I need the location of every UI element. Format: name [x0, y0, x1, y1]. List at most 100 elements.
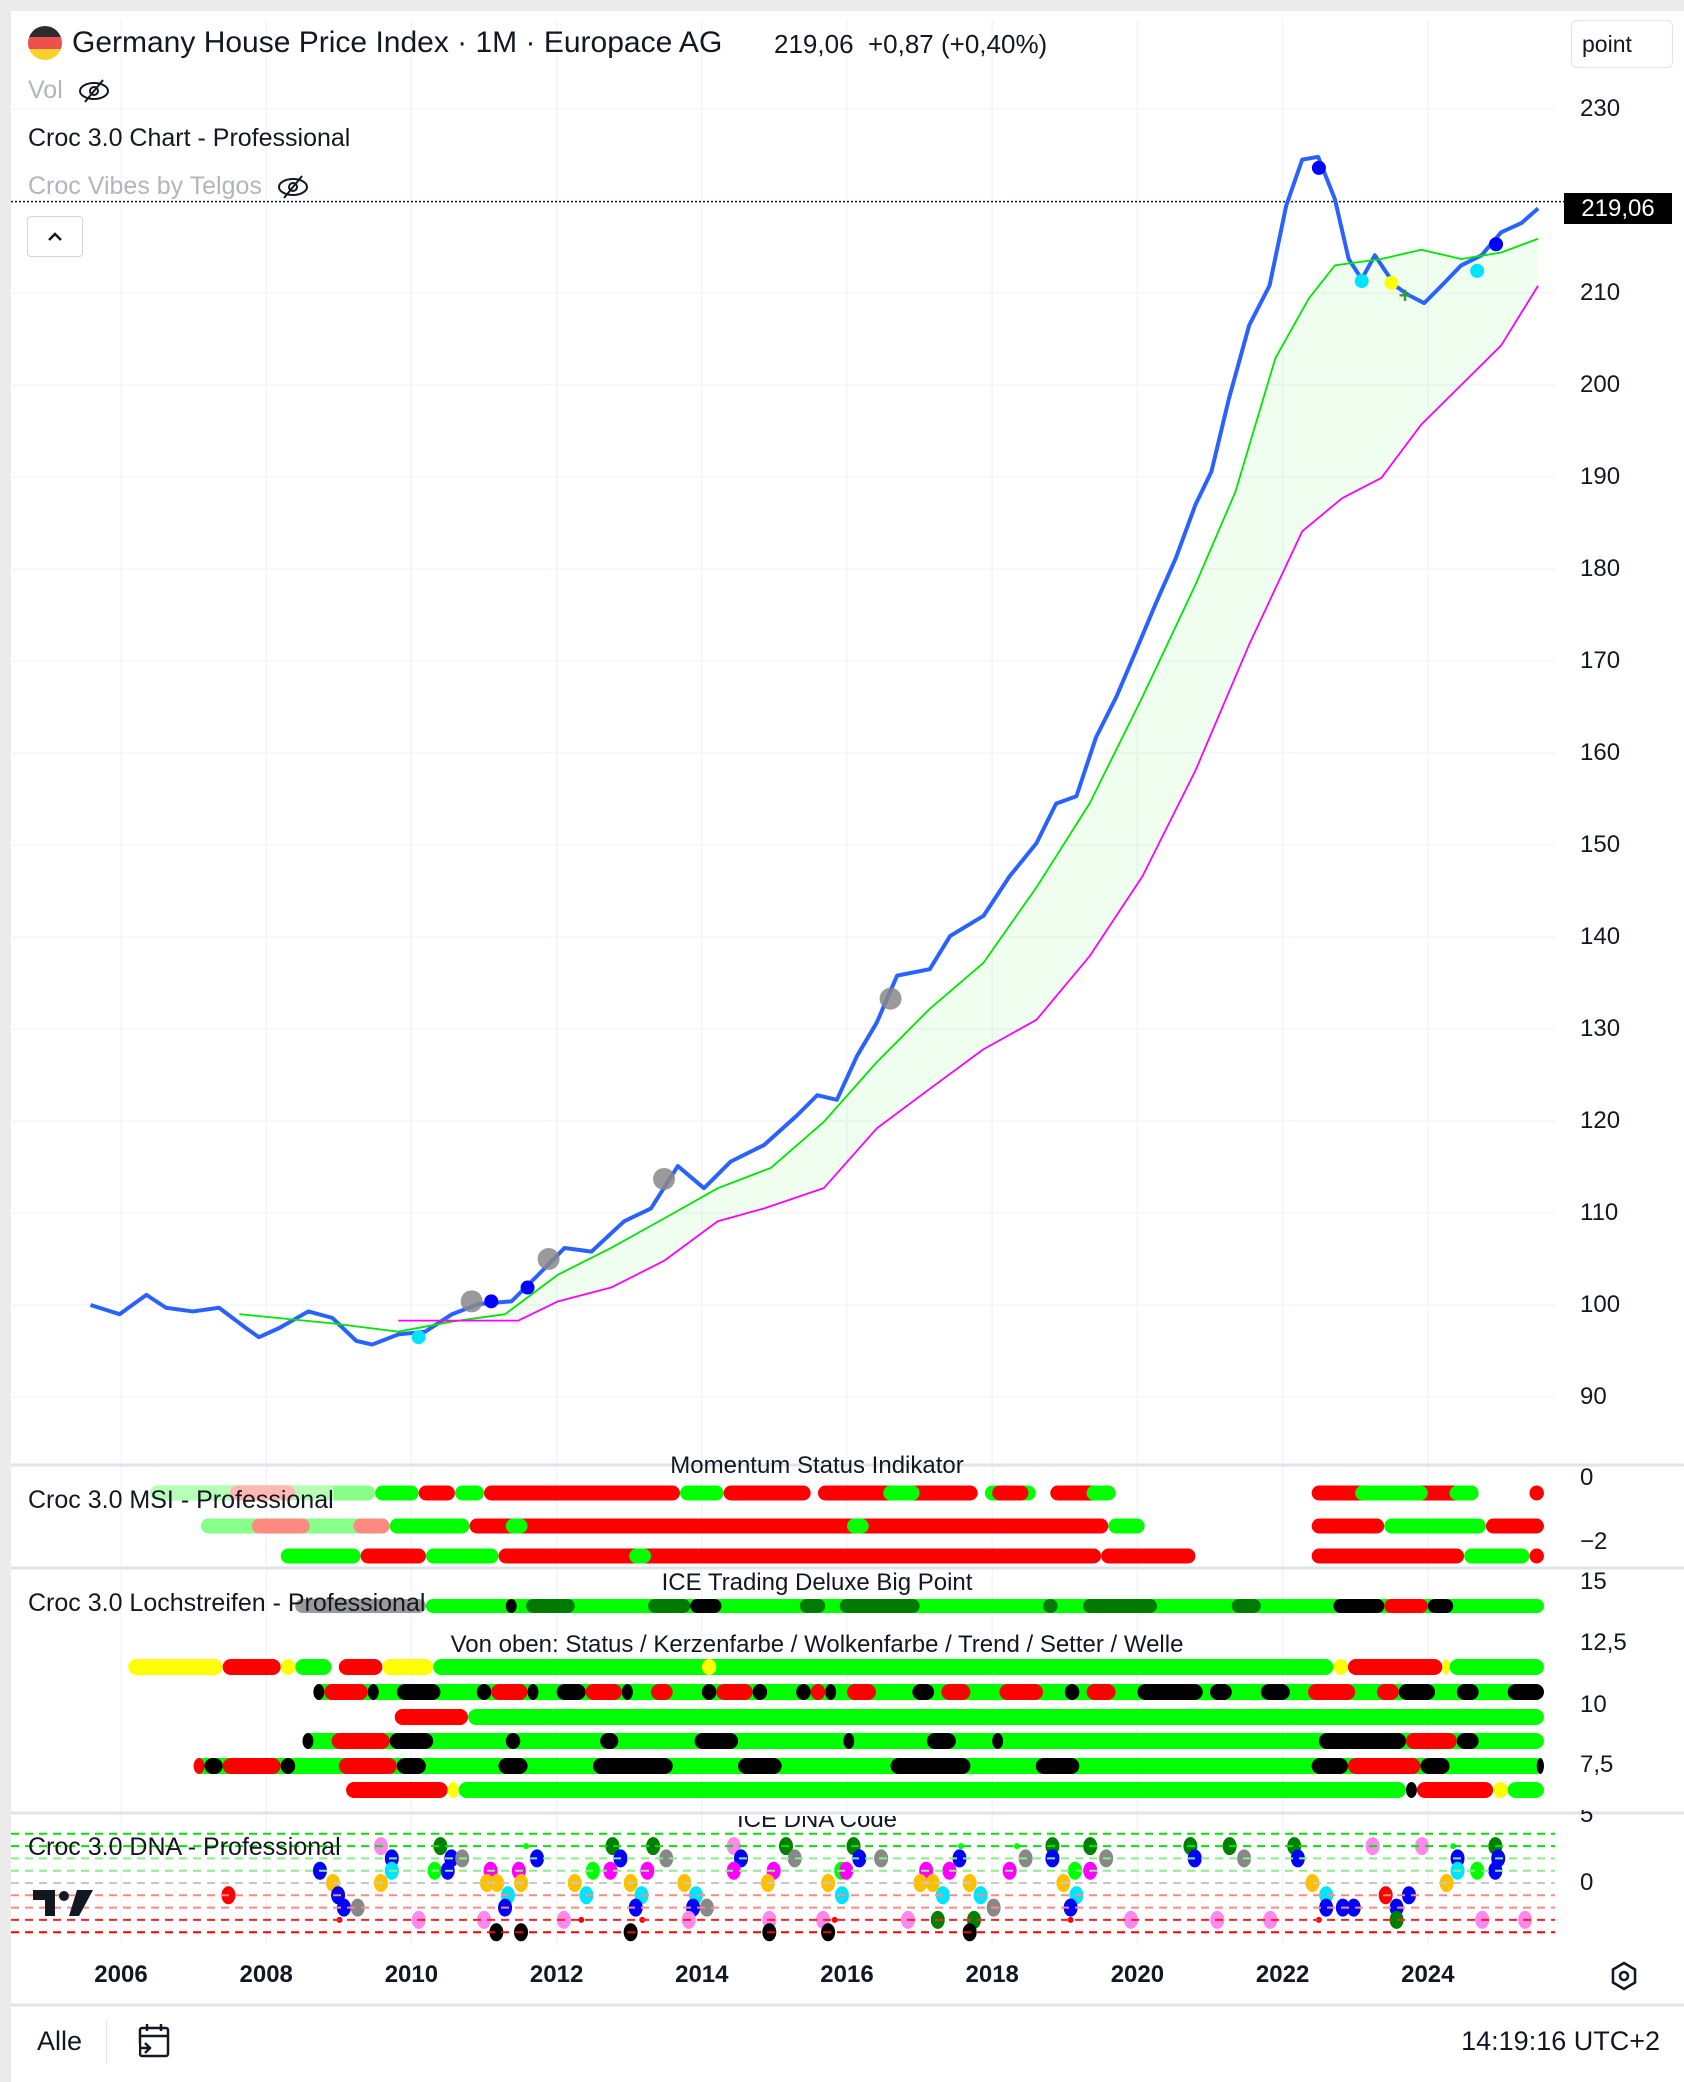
dna-dot: [336, 1898, 351, 1917]
msi-pane-label[interactable]: Croc 3.0 MSI - Professional: [28, 1486, 334, 1515]
dna-dot: [1319, 1886, 1334, 1905]
lochstreifen-segment: [313, 1684, 325, 1700]
msi-segment: [375, 1485, 419, 1501]
dna-dot: [1401, 1886, 1416, 1905]
lochstreifen-segment: [222, 1758, 281, 1774]
big-point-segment: [1333, 1599, 1385, 1613]
signal-marker: [1384, 275, 1399, 290]
signal-marker: [1354, 274, 1369, 289]
msi-segment: [505, 1518, 528, 1534]
msi-segment: [680, 1485, 724, 1501]
dna-dot: [433, 1837, 448, 1856]
dna-dot: [603, 1861, 618, 1880]
lochstreifen-segment: [204, 1758, 223, 1774]
time-axis-label: 2014: [675, 1961, 729, 1988]
price-axis-label: 90: [1580, 1383, 1607, 1410]
dna-dot: [490, 1874, 505, 1892]
lochstreifen-segment: [382, 1659, 434, 1675]
lochstreifen-pane-label[interactable]: Croc 3.0 Lochstreifen - Professional: [28, 1589, 426, 1617]
legend-croc-vibes[interactable]: Croc Vibes by Telgos: [28, 172, 310, 201]
dna-dot: [479, 1874, 494, 1892]
dna-dot: [913, 1874, 928, 1892]
lochstreifen-segment: [1536, 1758, 1544, 1774]
big-point-segment: [1384, 1599, 1428, 1613]
msi-pane-title: Momentum Status Indikator: [670, 1452, 964, 1479]
lochstreifen-segment: [324, 1684, 368, 1700]
lochstreifen-segment: [280, 1758, 296, 1774]
price-axis-label: 120: [1580, 1107, 1621, 1134]
lochstreifen-segment: [1456, 1733, 1479, 1749]
msi-segment: [1101, 1548, 1196, 1564]
dna-dot: [605, 1837, 620, 1856]
lochstreifen-segment: [1347, 1659, 1443, 1675]
lochstreifen-segment: [491, 1684, 528, 1700]
msi-segment: [1529, 1548, 1544, 1564]
goto-date-calendar-icon[interactable]: [134, 2022, 174, 2062]
big-point-segment: [295, 1599, 426, 1613]
lochstreifen-segment: [346, 1782, 448, 1798]
lochstreifen-segment: [222, 1659, 281, 1675]
settings-gear-icon[interactable]: [1608, 1960, 1640, 1992]
time-axis-label: 2018: [965, 1961, 1019, 1988]
scale-mode-button[interactable]: point: [1571, 20, 1673, 68]
lochstreifen-segment: [650, 1684, 673, 1700]
lochstreifen-segment: [1493, 1782, 1508, 1798]
price-axis-label: 140: [1580, 923, 1621, 950]
lochstreifen-subtitle: Von oben: Status / Kerzenfarbe / Wolkenf…: [450, 1631, 1184, 1658]
lochstreifen-segment: [1507, 1782, 1544, 1798]
footer-divider: [106, 2020, 107, 2064]
signal-marker: [1311, 160, 1326, 175]
series-cloud_upper: [239, 237, 1539, 1333]
lochstreifen-segment: [1416, 1782, 1494, 1798]
series-cloud_lower: [398, 285, 1539, 1322]
loch-axis-label: 15: [1580, 1568, 1607, 1595]
lochstreifen-segment: [592, 1758, 673, 1774]
big-point-segment: [839, 1599, 920, 1613]
chevron-up-icon: [48, 232, 62, 241]
msi-segment: [1529, 1485, 1544, 1501]
price-axis-label: 110: [1580, 1199, 1619, 1226]
lochstreifen-segment: [396, 1684, 441, 1700]
msi-segment: [1311, 1548, 1465, 1564]
lochstreifen-segment: [1035, 1758, 1080, 1774]
lochstreifen-segment: [926, 1733, 956, 1749]
eye-hidden-icon[interactable]: [276, 174, 310, 200]
eye-hidden-icon[interactable]: [77, 78, 111, 104]
msi-segment: [353, 1518, 390, 1534]
legend-croc-chart[interactable]: Croc 3.0 Chart - Professional: [28, 124, 351, 152]
loch-axis-label: 12,5: [1580, 1629, 1627, 1656]
dna-dot: [726, 1861, 741, 1880]
lochstreifen-segment: [468, 1709, 1544, 1725]
dna-dot: [1346, 1898, 1361, 1917]
big-point-segment: [526, 1599, 575, 1613]
dna-pane-title: ICE DNA Code: [736, 1816, 898, 1830]
dna-dot: [1470, 1861, 1485, 1880]
price-quote: 219,06 +0,87 (+0,40%): [774, 29, 1047, 60]
lochstreifen-segment: [999, 1684, 1044, 1700]
big-point-segment: [505, 1599, 517, 1613]
lochstreifen-segment: [498, 1758, 528, 1774]
lochstreifen-segment: [738, 1758, 782, 1774]
dna-dot: [1067, 1916, 1074, 1923]
lochstreifen-segment: [912, 1684, 935, 1700]
clock-timezone[interactable]: 14:19:16 UTC+2: [1461, 2026, 1660, 2056]
lochstreifen-segment: [128, 1659, 223, 1675]
symbol-title[interactable]: Germany House Price Index · 1M · Europac…: [72, 26, 723, 59]
collapse-legend-button[interactable]: [27, 216, 83, 257]
lochstreifen-segment: [394, 1709, 469, 1725]
signal-marker: [460, 1290, 483, 1313]
lochstreifen-segment: [585, 1684, 622, 1700]
price-axis-label: 230: [1580, 95, 1621, 122]
dna-dot: [852, 1849, 867, 1868]
range-all-button[interactable]: Alle: [37, 2026, 83, 2056]
tradingview-logo-icon[interactable]: [33, 1886, 95, 1920]
lochstreifen-segment: [527, 1684, 539, 1700]
lochstreifen-segment: [433, 1659, 1334, 1675]
msi-segment: [1485, 1518, 1544, 1534]
dna-dot: [523, 1843, 530, 1850]
dna-pane-label[interactable]: Croc 3.0 DNA - Professional: [28, 1833, 341, 1861]
signal-marker: [653, 1167, 676, 1190]
dna-dot: [1263, 1910, 1278, 1929]
legend-vol[interactable]: Vol: [28, 76, 111, 105]
